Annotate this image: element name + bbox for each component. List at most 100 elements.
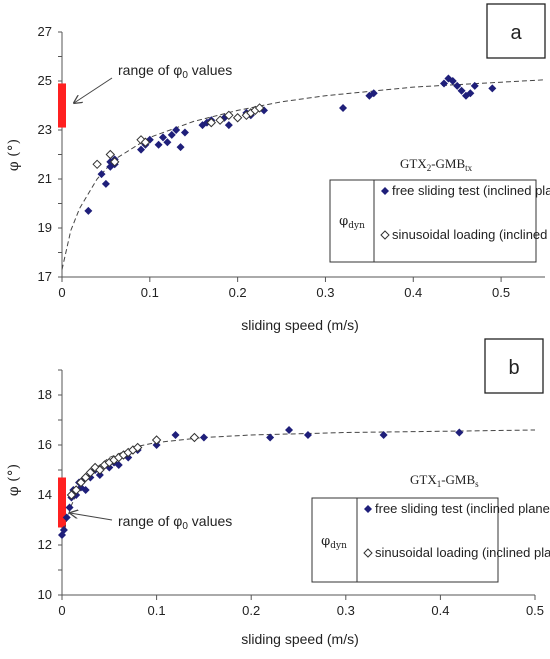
chart-a-point: [109, 157, 120, 167]
chart-b-legend-entry-sine: sinusoidal loading (inclined plane): [375, 545, 550, 560]
chart-b-series-sinusoidal: [66, 432, 200, 500]
chart-a-point: [180, 128, 189, 137]
chart-a-trend-curve: [61, 79, 546, 270]
chart-a-point: [172, 126, 181, 134]
chart-a-point: [206, 117, 216, 128]
chart-a-point: [140, 137, 151, 147]
chart-a-legend-group-label: φdyn: [339, 214, 365, 231]
chart-b-x-tick-label: 0.2: [242, 603, 260, 618]
chart-b-x-tick-label: 0: [58, 603, 65, 618]
chart-a-y-tick-label: 17: [38, 269, 52, 284]
chart-b-point: [66, 490, 77, 500]
chart-a-point: [254, 103, 265, 113]
chart-b-legend: φdyn free sliding test (inclined plane) …: [311, 497, 550, 583]
chart-a-point: [224, 121, 233, 130]
chart-a-point: [339, 103, 348, 112]
chart-b-point: [76, 477, 86, 488]
chart-a: 0 0.1 0.2 0.3 0.4 0.5 17 19 21 23 25 27 a range of …: [6, 3, 550, 333]
chart-a-series-sinusoidal: [92, 103, 265, 170]
chart-a-x-tick-label: 0: [58, 285, 65, 300]
chart-a-legend-entry-free: free sliding test (inclined plane): [392, 183, 550, 198]
chart-b-x-tick-label: 0.4: [431, 603, 449, 618]
chart-a-y-axis-label: φ (°): [6, 139, 22, 171]
chart-b-point: [152, 441, 161, 449]
chart-b-annotation-arrow: [70, 513, 113, 521]
chart-b-point: [199, 433, 208, 442]
chart-b-y-tick-label: 18: [38, 387, 52, 402]
chart-a-point: [440, 79, 449, 88]
chart-b-x-tick-label: 0.3: [337, 603, 355, 618]
chart-a-y-tick-label: 23: [38, 122, 52, 137]
chart-b-legend-marker-sine: [363, 548, 373, 558]
chart-b-x-axis-label: sliding speed (m/s): [241, 631, 359, 647]
chart-b-point: [65, 503, 74, 512]
chart-a-point: [224, 110, 234, 121]
chart-a-point: [457, 86, 466, 95]
chart-b-y-tick-label: 16: [38, 437, 52, 452]
chart-a-point: [163, 138, 172, 147]
chart-b-y-tick-label: 14: [38, 487, 52, 502]
chart-b-range-annotation: range of φ0 values: [118, 513, 232, 532]
chart-b-point: [151, 435, 162, 445]
chart-a-range-annotation-label: range of φ0 values: [118, 62, 232, 81]
chart-a-x-tick-label: 0.2: [229, 285, 247, 300]
chart-b-point: [80, 472, 91, 483]
chart-b-phi0-range-bar: [58, 477, 66, 528]
chart-b-panel-label: b: [508, 357, 519, 379]
chart-a-x-tick-label: 0.3: [316, 285, 334, 300]
chart-a-marks: 0 0.1 0.2 0.3 0.4 0.5 17 19 21 23 25 27: [38, 24, 546, 300]
chart-b-point: [266, 433, 275, 442]
chart-b-point: [86, 473, 95, 482]
chart-a-point: [466, 89, 475, 98]
chart-b-marks: 0 0.1 0.2 0.3 0.4 0.5 10 12 14 16 18: [38, 369, 544, 618]
chart-a-point: [84, 206, 93, 215]
chart-a-point: [158, 133, 167, 142]
chart-b-panel-label-box: [484, 338, 544, 394]
chart-b-trend-curve: [61, 429, 536, 538]
chart-b-point: [85, 467, 96, 478]
chart-b-x-tick-label: 0.5: [526, 603, 544, 618]
chart-b-x-tick-label: 0.1: [148, 603, 166, 618]
chart-b-legend-entry-free: free sliding test (inclined plane): [375, 501, 550, 516]
chart-a-point: [154, 140, 163, 149]
chart-b-point: [171, 431, 180, 439]
chart-b-legend-group-label: φdyn: [321, 534, 347, 551]
chart-a-y-tick-label: 25: [38, 73, 52, 88]
chart-b-y-tick-label: 10: [38, 587, 52, 602]
chart-b-legend-box: [311, 497, 499, 583]
chart-a-point: [92, 159, 102, 170]
chart-a-legend-marker-free: [381, 187, 389, 195]
chart-b-point: [132, 442, 143, 453]
chart-b-point: [59, 526, 68, 534]
chart-b-point: [95, 471, 104, 479]
chart-a-x-tick-label: 0.5: [492, 285, 510, 300]
chart-a-panel-label: a: [510, 22, 522, 44]
chart-a-point: [215, 115, 225, 125]
chart-a-y-tick-label: 21: [38, 171, 52, 186]
chart-b-point: [81, 486, 90, 494]
chart-a-point: [488, 84, 497, 93]
chart-b-y-axis-label: φ (°): [6, 464, 22, 496]
chart-a-point: [137, 145, 146, 154]
chart-a-point: [167, 130, 176, 139]
chart-a-point: [232, 113, 243, 123]
chart-a-material-label: GTX2-GMBtx: [400, 156, 473, 173]
chart-b-point: [72, 491, 81, 499]
chart-a-point: [369, 89, 378, 98]
chart-b-point: [285, 426, 294, 434]
chart-a-point: [470, 81, 479, 90]
chart-b: 0 0.1 0.2 0.3 0.4 0.5 10 12 14 16 18 b GTX1-GMBs φ…: [6, 338, 550, 647]
chart-a-point: [97, 170, 106, 179]
chart-a-point: [101, 179, 110, 188]
chart-b-range-annotation-label: range of φ0 values: [118, 513, 232, 532]
chart-b-point: [455, 428, 464, 437]
chart-b-point: [114, 461, 123, 469]
chart-b-material-label: GTX1-GMBs: [410, 472, 479, 489]
chart-a-x-axis-label: sliding speed (m/s): [241, 317, 359, 333]
chart-a-point: [448, 77, 457, 85]
chart-b-legend-marker-free: [364, 505, 372, 513]
chart-a-panel-label-box: [486, 3, 546, 59]
chart-a-y-tick-label: 19: [38, 220, 52, 235]
chart-a-legend: φdyn free sliding test (inclined plane) …: [329, 179, 550, 263]
chart-a-y-tick-label: 27: [38, 24, 52, 39]
